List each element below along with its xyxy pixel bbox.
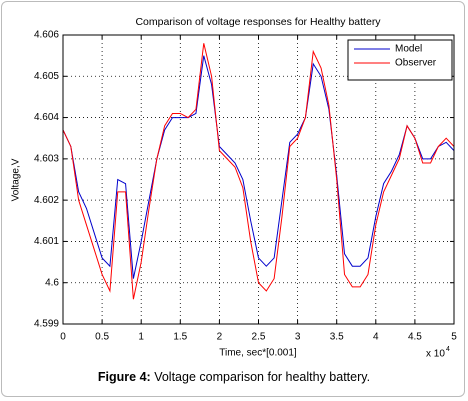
x-tick-label: 4	[373, 332, 379, 343]
y-tick-label: 4.605	[34, 71, 59, 82]
legend-label: Observer	[395, 58, 437, 69]
x-tick-label: 1	[138, 332, 144, 343]
x-tick-label: 2	[217, 332, 223, 343]
x-tick-label: 3	[295, 332, 301, 343]
x-tick-label: 5	[451, 332, 457, 343]
data-line	[62, 55, 455, 279]
caption-label: Figure 4:	[97, 370, 151, 384]
y-axis-label: Voltage,V	[11, 158, 22, 201]
legend-box	[347, 39, 453, 81]
data-line	[62, 43, 455, 300]
caption-text: Voltage comparison for healthy battery.	[154, 370, 371, 384]
x-tick-label: 0	[60, 332, 66, 343]
caption: Figure 4: Voltage comparison for healthy…	[0, 370, 468, 384]
legend-label: Model	[395, 44, 422, 55]
y-tick-label: 4.602	[34, 195, 59, 206]
x-axis-label: Time, sec*[0.001]	[219, 348, 297, 359]
chart: Comparison of voltage responses for Heal…	[11, 16, 458, 360]
x-tick-label: 1.5	[173, 332, 187, 343]
x-multiplier-exponent: 4	[446, 346, 450, 353]
y-tick-label: 4.603	[34, 153, 59, 164]
x-tick-label: 4.5	[408, 332, 422, 343]
y-tick-label: 4.599	[34, 319, 59, 330]
x-tick-label: 2.5	[252, 332, 266, 343]
y-tick-label: 4.606	[34, 30, 59, 41]
x-multiplier: x 10	[426, 349, 445, 360]
plot-border	[62, 34, 455, 325]
y-tick-label: 4.601	[34, 236, 59, 247]
x-tick-label: 0.5	[95, 332, 109, 343]
chart-title: Comparison of voltage responses for Heal…	[135, 16, 381, 28]
y-tick-label: 4.6	[45, 277, 59, 288]
x-tick-label: 3.5	[330, 332, 344, 343]
figure-frame	[1, 1, 465, 397]
y-tick-label: 4.604	[34, 112, 59, 123]
